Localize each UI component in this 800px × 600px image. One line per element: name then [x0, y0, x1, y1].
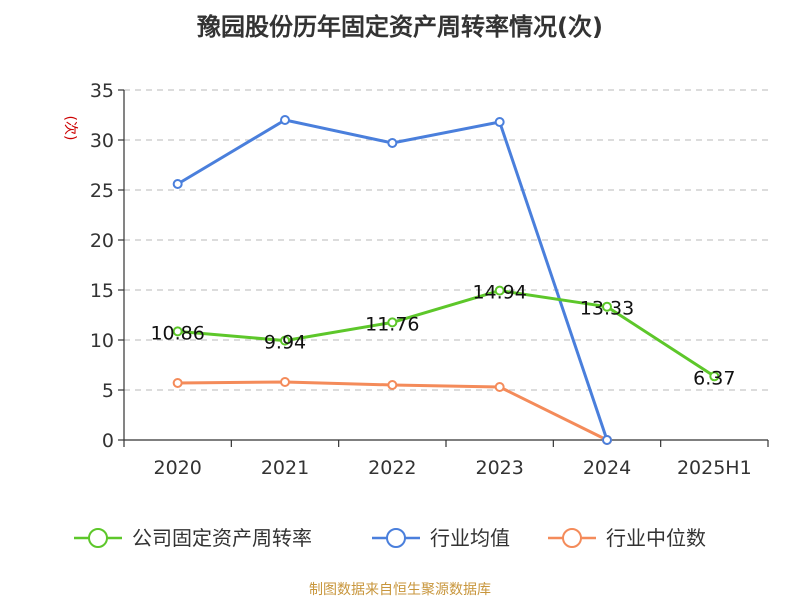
data-point [280, 115, 290, 125]
data-point [387, 138, 398, 148]
x-tick-label: 2023 [475, 457, 523, 479]
y-tick-label: 20 [90, 230, 114, 252]
data-point [602, 435, 612, 445]
series-line [176, 118, 609, 441]
legend-item: 行业均值 [372, 526, 510, 550]
data-point [387, 380, 398, 390]
data-label: 11.76 [365, 313, 419, 335]
series-line [177, 380, 608, 442]
data-label: 9.94 [264, 332, 306, 354]
y-tick-label: 25 [90, 180, 114, 202]
data-label: 10.86 [150, 322, 204, 344]
data-point [280, 335, 290, 346]
data-point [172, 326, 183, 337]
y-tick-label: 0 [102, 430, 114, 452]
data-point [494, 382, 505, 392]
y-tick-label: 5 [102, 380, 114, 402]
x-tick-label: 2025H1 [677, 457, 752, 479]
data-labels: 10.86 9.94 11.76 14.94 13.33 6.37 [150, 282, 735, 390]
data-label: 14.94 [472, 282, 526, 304]
series-1 [172, 115, 612, 445]
data-point [172, 179, 183, 189]
legend-label: 公司固定资产周转率 [132, 526, 312, 550]
grid-lines [124, 89, 768, 391]
legend-label: 行业中位数 [606, 526, 706, 550]
legend-item: 公司固定资产周转率 [74, 526, 312, 550]
series-lines [172, 115, 720, 445]
x-tick-label: 2020 [153, 457, 201, 479]
data-point [280, 377, 290, 387]
data-point [387, 317, 398, 328]
data-point [494, 117, 505, 127]
data-point [172, 378, 183, 388]
x-tick-label: 2024 [583, 457, 631, 479]
legend-item: 行业中位数 [548, 526, 706, 550]
axes: 0 5 10 15 20 25 30 35 2020 2021 2022 2023 2024 2025H1 [90, 80, 769, 479]
legend-marker [88, 528, 108, 548]
series-2 [172, 377, 612, 445]
y-tick-label: 10 [90, 330, 114, 352]
y-tick-label: 30 [90, 130, 114, 152]
legend: 公司固定资产周转率 行业均值 行业中位数 [74, 526, 706, 550]
y-tick-label: 35 [90, 80, 114, 102]
series-0 [172, 285, 720, 382]
y-axis-label: (次) [62, 116, 78, 141]
legend-marker [562, 528, 582, 548]
x-tick-label: 2022 [368, 457, 416, 479]
data-point [602, 301, 612, 312]
source-note: 制图数据来自恒生聚源数据库 [309, 582, 491, 598]
data-label: 13.33 [580, 298, 634, 320]
series-line [177, 289, 716, 378]
legend-label: 行业均值 [430, 526, 510, 550]
x-tick-label: 2021 [261, 457, 309, 479]
data-point [494, 285, 505, 296]
legend-marker [386, 528, 406, 548]
y-tick-label: 15 [90, 280, 114, 302]
data-label: 6.37 [693, 367, 735, 389]
chart-title: 豫园股份历年固定资产周转率情况(次) [197, 13, 603, 41]
data-point [709, 371, 720, 382]
